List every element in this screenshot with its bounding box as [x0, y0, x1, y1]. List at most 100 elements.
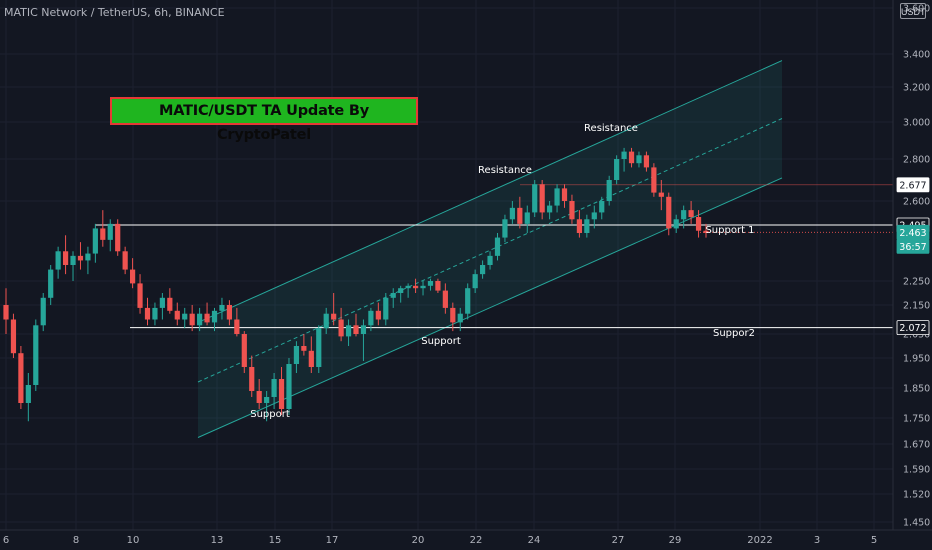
time-tick-label: 2022 — [747, 535, 772, 546]
candle-body — [62, 251, 69, 265]
candle-body — [100, 228, 106, 240]
price-tick-label: 1.450 — [903, 518, 930, 529]
candle-body — [487, 255, 493, 265]
candle-body — [286, 364, 292, 409]
candle-body — [383, 297, 389, 320]
candle-body — [532, 184, 538, 213]
candle-body — [457, 313, 463, 323]
price-tag: 2.463 — [896, 224, 930, 240]
candle-body — [211, 310, 218, 323]
price-tick-label: 1.590 — [903, 465, 930, 476]
price-tick-label: 2.600 — [903, 197, 930, 208]
candle-body — [465, 288, 471, 314]
price-tag: 36:57 — [896, 238, 930, 254]
candle-body — [703, 230, 709, 233]
candle-body — [159, 297, 165, 308]
price-tag-label: 36:57 — [899, 242, 926, 253]
candle-body — [174, 310, 180, 320]
time-tick-label: 13 — [211, 535, 224, 546]
candle-body — [673, 219, 679, 229]
candle-body — [554, 188, 560, 206]
candle-body — [479, 265, 486, 275]
candle-body — [576, 219, 583, 233]
candle-body — [219, 305, 225, 311]
candle-body — [189, 313, 195, 326]
candle-body — [450, 307, 456, 323]
time-tick-label: 24 — [528, 535, 541, 546]
candle-body — [435, 281, 441, 291]
annotation-label: Support — [421, 336, 461, 347]
grid-lines — [0, 0, 893, 530]
candle-body — [323, 313, 329, 329]
channel-middle-line — [197, 118, 783, 383]
candle-body — [353, 325, 359, 334]
candle-body — [502, 219, 508, 238]
candle-body — [398, 288, 404, 293]
candle-body — [494, 237, 501, 256]
candle-body — [241, 334, 247, 367]
candle-body — [427, 281, 434, 286]
candle-body — [539, 184, 545, 213]
annotation-label: Support — [250, 409, 290, 420]
time-tick-label: 22 — [470, 535, 483, 546]
candle-body — [666, 196, 672, 229]
candle-body — [271, 379, 277, 397]
candle-body — [10, 319, 17, 354]
annotation-label: Resistance — [584, 123, 638, 134]
title-box: MATIC/USDT TA Update By CryptoPatel — [110, 97, 418, 143]
candle-body — [412, 285, 419, 289]
price-tag-box — [896, 177, 930, 193]
channel-lower-line — [197, 177, 783, 438]
candle-body — [368, 310, 374, 326]
price-tick-label: 3.200 — [903, 83, 930, 94]
candle-body — [688, 210, 694, 217]
time-tick-label: 5 — [871, 535, 877, 546]
candle-body — [226, 305, 233, 320]
candle-body — [345, 325, 352, 337]
candle-body — [77, 255, 84, 261]
candle-body — [517, 207, 523, 224]
candle-body — [606, 180, 612, 201]
time-tick-label: 8 — [73, 535, 79, 546]
price-tick-label: 1.850 — [903, 384, 930, 395]
regression-channel — [197, 60, 783, 438]
candle-body — [316, 328, 322, 367]
candle-body — [115, 223, 121, 252]
time-tick-label: 27 — [612, 535, 625, 546]
candle-body — [390, 293, 396, 298]
price-tick-label: 1.950 — [903, 354, 930, 365]
candle-body — [167, 297, 173, 311]
candle-body — [636, 155, 642, 164]
candle-body — [472, 274, 478, 289]
price-axis: 3.600 3.400 3.200 3.000 2.800 2.600 2.250 2.150… — [892, 0, 930, 530]
candle-body — [293, 346, 300, 364]
candle-body — [375, 310, 381, 320]
currency-badge[interactable]: USDT — [900, 3, 926, 19]
annotation-label: Resistance — [478, 165, 532, 176]
candle-body — [308, 350, 314, 367]
candle-body — [628, 151, 635, 164]
candle-body — [405, 285, 411, 289]
candle-body — [182, 313, 188, 320]
candle-body — [256, 391, 262, 403]
time-tick-label: 17 — [326, 535, 339, 546]
time-tick-label: 10 — [127, 535, 140, 546]
candle-body — [264, 397, 270, 403]
candle-body — [584, 219, 590, 233]
candle-body — [234, 319, 240, 334]
candle-body — [204, 313, 210, 323]
candle-body — [599, 201, 605, 213]
candle-body — [70, 255, 76, 265]
price-tag-label: 2.463 — [899, 228, 926, 239]
candle-body — [278, 379, 285, 409]
candle-body — [591, 212, 597, 220]
candle-body — [152, 307, 158, 320]
candle-body — [338, 319, 344, 337]
price-tag-box — [896, 238, 930, 254]
candle-body — [301, 346, 307, 351]
price-tick-label: 3.000 — [903, 118, 930, 129]
candle-body — [25, 385, 31, 403]
candle-body — [681, 210, 687, 220]
candle-body — [129, 269, 136, 284]
